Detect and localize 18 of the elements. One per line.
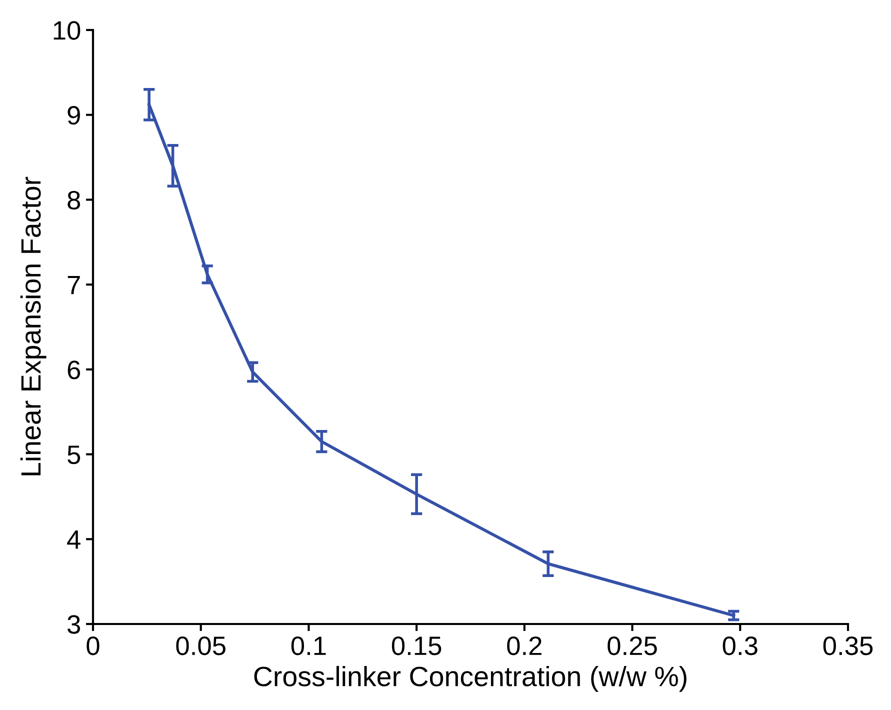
- y-tick-label: 5: [68, 446, 80, 464]
- x-tick-label: 0.05: [176, 636, 226, 656]
- x-tick-label: 0.25: [608, 636, 657, 656]
- y-tick-label: 6: [68, 360, 80, 380]
- y-tick-label: 4: [67, 530, 80, 549]
- x-tick-label: 0.2: [507, 636, 542, 656]
- y-tick-label: 7: [68, 276, 80, 294]
- x-tick-label: 0.35: [823, 636, 873, 656]
- x-tick-label: 0: [86, 636, 100, 656]
- x-tick-label: 0.1: [291, 636, 326, 656]
- x-tick-label: 0.15: [392, 636, 442, 656]
- y-axis-title: Linear Expansion Factor: [20, 176, 46, 476]
- x-tick-label: 0.3: [722, 636, 758, 656]
- y-tick-label: 3: [68, 615, 80, 634]
- x-axis-title: Cross-linker Concentration (w/w %): [254, 666, 686, 692]
- y-tick-label: 8: [68, 190, 80, 210]
- y-tick-label: 9: [68, 106, 80, 125]
- y-tick-label: 10: [54, 21, 80, 40]
